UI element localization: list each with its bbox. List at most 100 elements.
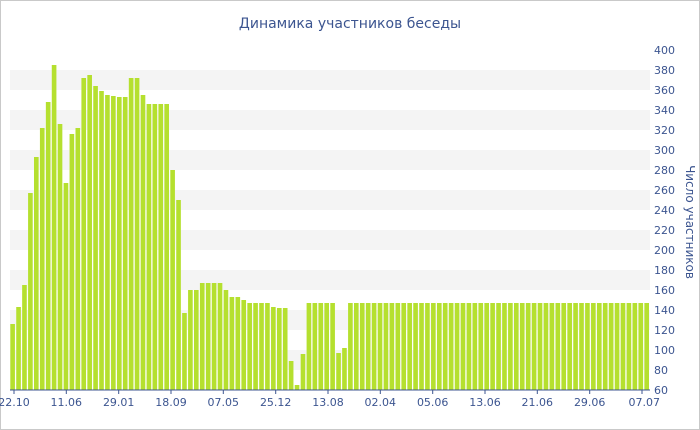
y-tick-label: 140 [654,304,675,317]
y-tick-labels: 60 80 100 120 140 160 180 200 220 240 260 280 300 320… [654,44,675,397]
bar [194,290,199,390]
x-tick-label: 05.06 [417,396,449,409]
chart-title: Динамика участников беседы [239,16,461,32]
bar [10,324,15,390]
bar [591,303,596,390]
bar [436,303,442,390]
bar [288,361,294,390]
bar [294,385,300,390]
bar [223,290,229,390]
bar [312,303,318,390]
bar [199,283,205,390]
grid-band [10,310,650,330]
grid-band [10,230,650,250]
bar [371,303,377,390]
bar [448,303,454,390]
y-tick-label: 180 [654,264,675,277]
bar [16,307,21,390]
bar [116,97,122,390]
bar [69,134,75,390]
bar [395,303,401,390]
bar [211,283,217,390]
bar [460,303,466,390]
bar [105,95,110,390]
x-tick-label: 22.10 [0,396,30,409]
bar [383,303,389,390]
bar [555,303,561,390]
y-tick-label: 60 [654,384,668,397]
bar [543,303,549,390]
bar [235,297,241,390]
bar [626,303,632,390]
x-tick-label: 11.06 [51,396,83,409]
grid-band [10,350,650,370]
bar [99,91,104,390]
bar [502,303,507,390]
bar [93,86,98,390]
x-tick-label: 18.09 [155,396,187,409]
grid-band [10,150,650,170]
bar [454,303,460,390]
x-tick-label: 21.06 [522,396,554,409]
x-tick-label: 29.01 [103,396,135,409]
bar [466,303,472,390]
bar [413,303,418,390]
bar [282,308,288,390]
bar [318,303,324,390]
y-tick-label: 80 [654,364,668,377]
bar [170,170,175,390]
bar [241,300,247,390]
bar-series [10,65,649,390]
bar [365,303,371,390]
bar [128,78,134,390]
x-tick-label: 07.05 [208,396,240,409]
bar [336,353,341,390]
bar [354,303,359,390]
bar [472,303,478,390]
bar [146,104,152,390]
y-tick-label: 120 [654,324,675,337]
bar [425,303,430,390]
bar [57,124,63,390]
grid-band [10,70,650,90]
grid-band [10,110,650,130]
y-tick-label: 160 [654,284,675,297]
bar [134,78,140,390]
bar [389,303,395,390]
bar [602,303,608,390]
bar [81,78,87,390]
bar [253,303,258,390]
bar [638,303,644,390]
y-tick-label: 340 [654,104,675,117]
bar [229,297,235,390]
bar [87,75,92,390]
bar [419,303,424,390]
bar [508,303,513,390]
y-tick-label: 400 [654,44,675,57]
grid-band [10,190,650,210]
bar [496,303,501,390]
y-tick-label: 280 [654,164,675,177]
bar [531,303,537,390]
y-tick-label: 100 [654,344,675,357]
bar [490,303,495,390]
x-tick-label: 13.08 [312,396,344,409]
bar [28,193,33,390]
bar [519,303,525,390]
bar [561,303,567,390]
bar [537,303,543,390]
bar [140,95,146,390]
bar [176,200,181,390]
bar [484,303,489,390]
bar [644,303,649,390]
bar [259,303,264,390]
bar [585,303,590,390]
y-tick-label: 240 [654,204,675,217]
bar [265,303,270,390]
bar [596,303,602,390]
bar [359,303,365,390]
bar [122,97,128,390]
y-tick-label: 300 [654,144,675,157]
y-axis-label: Число участников [683,165,697,279]
y-tick-label: 260 [654,184,675,197]
